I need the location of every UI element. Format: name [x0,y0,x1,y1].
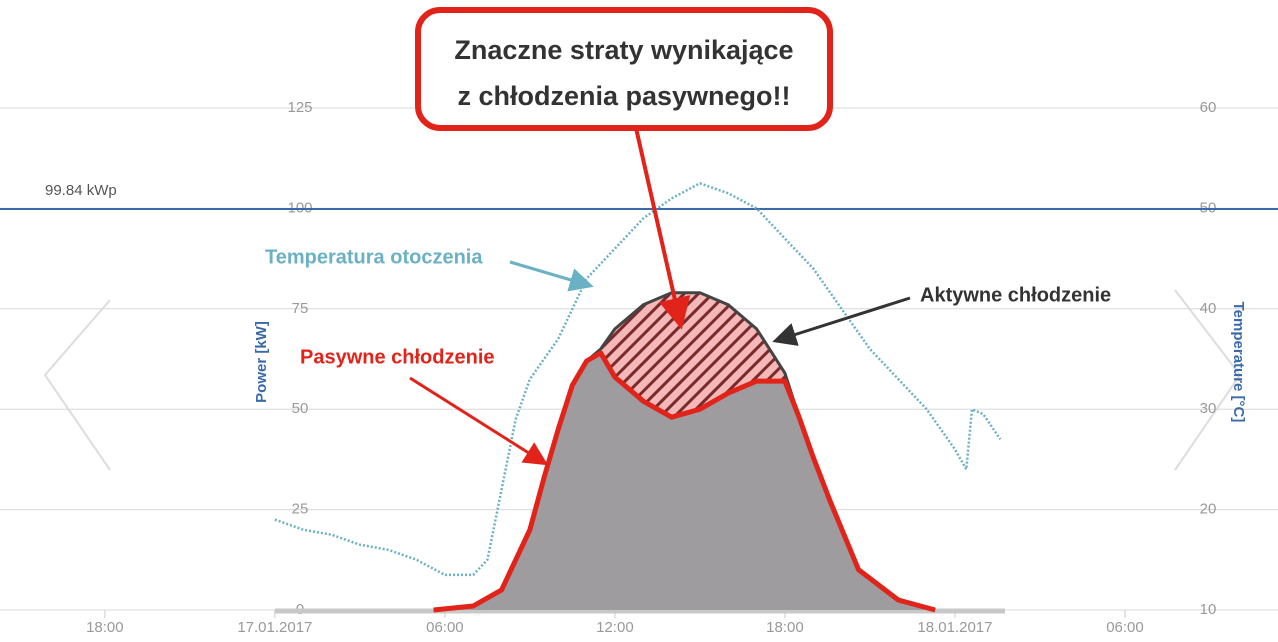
temperature-line [274,181,1002,577]
y2-tick-label: 50 [1200,199,1217,216]
x-tick-label: 18:00 [86,619,124,636]
y2-tick-label: 40 [1200,300,1217,317]
y-tick-label: 75 [292,300,309,317]
arrow [409,376,549,466]
y2-tick-label: 10 [1200,601,1217,618]
reference-label: 99.84 kWp [45,182,117,199]
arrow [509,260,594,292]
y-tick-label: 25 [292,501,309,518]
x-tick-label: 18:00 [766,619,804,636]
y-axis-label: Power [kW] [253,321,270,403]
y2-tick-label: 30 [1200,400,1217,417]
area-outline [433,350,936,613]
x-tick-label: 06:00 [1106,619,1144,636]
y-tick-label: 50 [292,400,309,417]
x-tick-label: 17.01.2017 [237,619,312,636]
arrow [772,296,911,346]
y2-axis-label: Temperature [°C] [1230,302,1247,423]
annotation: Aktywne chłodzenie [920,284,1111,306]
nav-right[interactable] [1174,289,1242,471]
callout-box [415,7,833,131]
nav-left[interactable] [43,299,111,471]
callout-text: z chłodzenia pasywnego!! [457,81,790,111]
y-tick-label: 125 [287,99,312,116]
y2-tick-label: 20 [1200,501,1217,518]
annotation: Temperatura otoczenia [265,246,483,268]
arrow [634,127,691,330]
x-tick-label: 18.01.2017 [917,619,992,636]
y2-tick-label: 60 [1200,99,1217,116]
x-tick-label: 12:00 [596,619,634,636]
x-tick-label: 06:00 [426,619,464,636]
callout-text: Znaczne straty wynikające [454,35,793,65]
annotation: Pasywne chłodzenie [300,346,495,368]
y-tick-label: 100 [287,199,312,216]
area [433,353,936,610]
